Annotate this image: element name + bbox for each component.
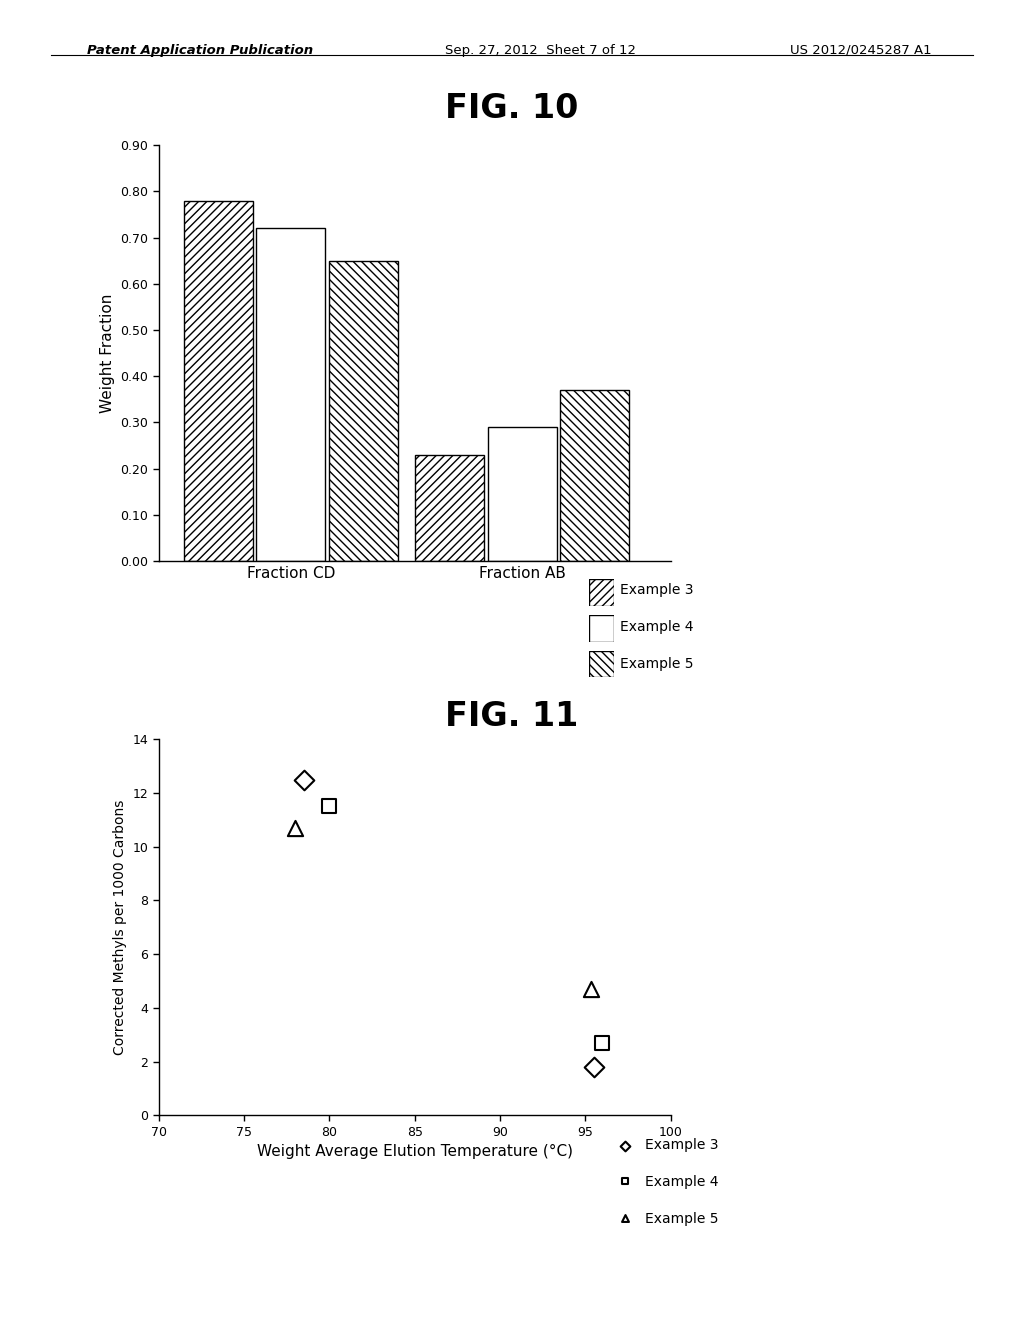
Bar	[560, 391, 630, 561]
Example 3	[296, 770, 312, 791]
Text: Patent Application Publication: Patent Application Publication	[87, 44, 313, 57]
Example 3	[586, 1056, 602, 1077]
Text: Example 4: Example 4	[620, 620, 693, 635]
Bar	[415, 455, 484, 561]
Text: FIG. 11: FIG. 11	[445, 700, 579, 733]
Y-axis label: Corrected Methyls per 1000 Carbons: Corrected Methyls per 1000 Carbons	[113, 800, 127, 1055]
Example 4	[594, 1032, 610, 1053]
Text: US 2012/0245287 A1: US 2012/0245287 A1	[791, 44, 932, 57]
Point	[616, 1171, 633, 1192]
Point	[616, 1208, 633, 1229]
Bar	[329, 261, 398, 561]
Bar	[256, 228, 326, 561]
Example 5	[287, 817, 303, 838]
Text: Example 4: Example 4	[645, 1175, 719, 1189]
Text: Sep. 27, 2012  Sheet 7 of 12: Sep. 27, 2012 Sheet 7 of 12	[445, 44, 637, 57]
Example 4	[322, 796, 338, 817]
Bar	[487, 428, 557, 561]
X-axis label: Weight Average Elution Temperature (°C): Weight Average Elution Temperature (°C)	[257, 1144, 572, 1159]
Text: Example 3: Example 3	[645, 1138, 719, 1152]
Y-axis label: Weight Fraction: Weight Fraction	[99, 293, 115, 413]
Example 5	[583, 978, 599, 999]
Text: Example 5: Example 5	[645, 1212, 719, 1226]
Text: Example 3: Example 3	[620, 583, 693, 598]
Text: Example 5: Example 5	[620, 657, 693, 672]
Text: FIG. 10: FIG. 10	[445, 92, 579, 125]
Bar	[183, 201, 253, 561]
Point	[616, 1135, 633, 1156]
